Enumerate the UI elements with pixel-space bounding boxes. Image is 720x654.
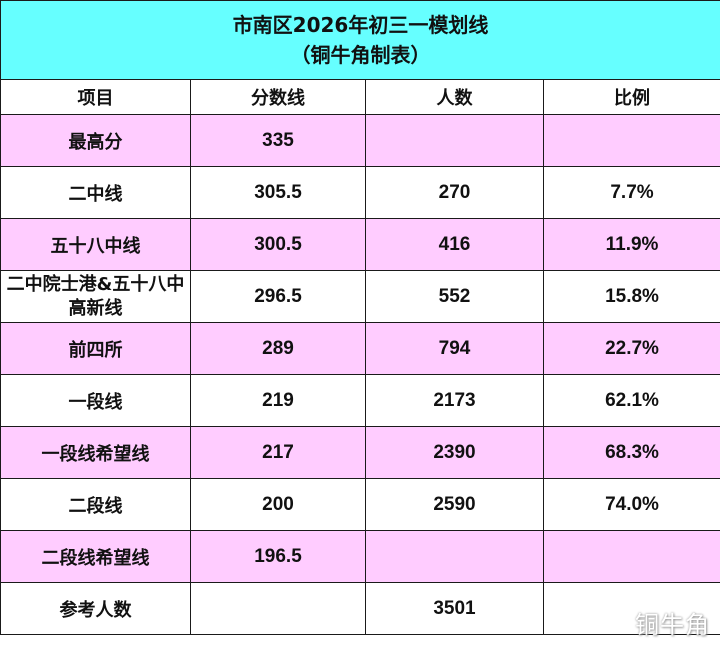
cell-ratio: 15.8% <box>542 270 720 323</box>
table-row: 最高分 335 <box>0 114 720 167</box>
cell-score: 196.5 <box>190 530 366 583</box>
cell-score: 296.5 <box>190 270 366 323</box>
header-score: 分数线 <box>190 79 366 115</box>
cell-count: 270 <box>365 166 544 219</box>
cell-ratio <box>542 582 720 635</box>
watermark: 铜牛角 <box>635 611 710 639</box>
cell-count: 2173 <box>365 374 544 427</box>
header-row: 项目 分数线 人数 比例 <box>0 79 720 115</box>
cell-count: 416 <box>365 218 544 271</box>
cell-score <box>190 582 366 635</box>
title-row: 市南区2026年初三一模划线 （铜牛角制表） <box>0 0 720 80</box>
cell-ratio: 7.7% <box>542 166 720 219</box>
cell-ratio: 74.0% <box>542 478 720 531</box>
cell-item: 二中线 <box>0 166 191 219</box>
header-count: 人数 <box>365 79 544 115</box>
cell-item: 二段线 <box>0 478 191 531</box>
cell-item: 一段线希望线 <box>0 426 191 479</box>
cell-ratio <box>542 530 720 583</box>
header-ratio: 比例 <box>542 79 720 115</box>
cell-count: 794 <box>365 322 544 375</box>
cell-count: 552 <box>365 270 544 323</box>
cell-ratio: 62.1% <box>542 374 720 427</box>
cell-ratio <box>542 114 720 167</box>
table-row: 二段线希望线 196.5 <box>0 530 720 583</box>
cell-score: 289 <box>190 322 366 375</box>
cell-item: 最高分 <box>0 114 191 167</box>
cell-count <box>365 530 544 583</box>
table-row: 一段线希望线 217 2390 68.3% <box>0 426 720 479</box>
cell-score: 305.5 <box>190 166 366 219</box>
cell-item: 二中院士港&五十八中高新线 <box>0 270 191 323</box>
table-row: 一段线 219 2173 62.1% <box>0 374 720 427</box>
title-line-1: 市南区2026年初三一模划线 <box>232 13 489 37</box>
cell-item: 二段线希望线 <box>0 530 191 583</box>
cell-score: 219 <box>190 374 366 427</box>
cell-score: 335 <box>190 114 366 167</box>
table-row: 二中院士港&五十八中高新线 296.5 552 15.8% <box>0 270 720 323</box>
cell-count: 2590 <box>365 478 544 531</box>
title-line-2: （铜牛角制表） <box>290 43 431 67</box>
table-row: 二段线 200 2590 74.0% <box>0 478 720 531</box>
cell-item: 参考人数 <box>0 582 191 635</box>
cell-count <box>365 114 544 167</box>
cell-score: 217 <box>190 426 366 479</box>
table-row: 二中线 305.5 270 7.7% <box>0 166 720 219</box>
score-table: 市南区2026年初三一模划线 （铜牛角制表） 项目 分数线 人数 比例 最高分 … <box>0 0 720 635</box>
table-row: 前四所 289 794 22.7% <box>0 322 720 375</box>
cell-ratio: 68.3% <box>542 426 720 479</box>
cell-item: 前四所 <box>0 322 191 375</box>
cell-count: 2390 <box>365 426 544 479</box>
cell-item: 一段线 <box>0 374 191 427</box>
cell-count: 3501 <box>365 582 544 635</box>
cell-item: 五十八中线 <box>0 218 191 271</box>
cell-ratio: 11.9% <box>542 218 720 271</box>
table-row: 五十八中线 300.5 416 11.9% <box>0 218 720 271</box>
table-row: 参考人数 3501 <box>0 582 720 635</box>
cell-score: 300.5 <box>190 218 366 271</box>
header-item: 项目 <box>0 79 191 115</box>
table-title: 市南区2026年初三一模划线 （铜牛角制表） <box>0 0 720 80</box>
cell-score: 200 <box>190 478 366 531</box>
cell-ratio: 22.7% <box>542 322 720 375</box>
